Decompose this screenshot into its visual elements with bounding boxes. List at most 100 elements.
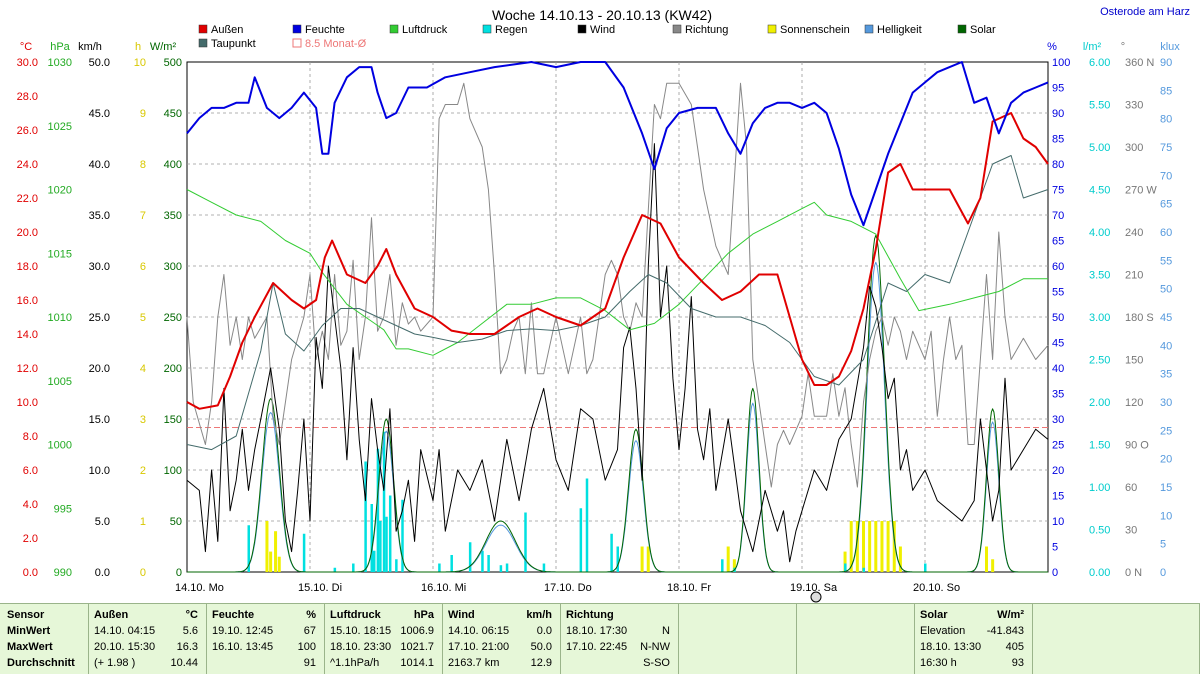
stats-col-feuchte: Feuchte% 19.10. 12:45 67 16.10. 13:45 100 91 <box>206 604 325 674</box>
rain-bar <box>542 563 546 572</box>
rain-bar <box>721 559 724 572</box>
tick-label-solar: 500 <box>164 57 182 69</box>
legend-label: Außen <box>211 24 243 36</box>
tick-label-temp: 4.0 <box>23 499 38 511</box>
axis-unit-pressure: hPa <box>50 41 70 53</box>
x-tick-label: 18.10. Fr <box>667 582 711 594</box>
legend-label: Taupunkt <box>211 38 256 50</box>
tick-label-rain: 5.50 <box>1089 100 1110 112</box>
rain-bar <box>302 533 306 572</box>
rain-bar <box>247 525 250 572</box>
rain-bar <box>524 512 527 572</box>
stats-time: 16.10. 13:45 <box>212 641 274 653</box>
tick-label-direction: 120 <box>1125 397 1143 409</box>
sunshine-bar <box>855 521 859 572</box>
stats-value: 1014.1 <box>400 657 434 669</box>
legend-label: Feuchte <box>305 24 345 36</box>
tick-label-temp: 20.0 <box>17 227 38 239</box>
stats-value: S-SO <box>643 657 670 669</box>
rain-bar <box>370 504 373 572</box>
sunshine-bar <box>646 546 650 572</box>
stats-header: Sensor <box>7 609 45 621</box>
tick-label-pressure: 1005 <box>48 376 72 388</box>
tick-label-sun_h: 7 <box>140 210 146 222</box>
tick-label-temp: 28.0 <box>17 91 38 103</box>
rain-bar <box>372 550 376 572</box>
sunshine-bar <box>265 521 269 572</box>
tick-label-lux: 5 <box>1160 539 1166 551</box>
tick-label-rain: 2.50 <box>1089 355 1110 367</box>
sunshine-bar <box>640 546 644 572</box>
stats-time: 17.10. 22:45 <box>566 641 628 653</box>
tick-label-lux: 15 <box>1160 482 1172 494</box>
stats-header: Außen <box>94 609 129 621</box>
tick-label-lux: 65 <box>1160 199 1172 211</box>
stats-time: 14.10. 04:15 <box>94 625 156 637</box>
rain-bar <box>333 567 337 572</box>
stats-col-aussen: Außen °C 14.10. 04:15 5.6 20.10. 15:30 16.3 (+… <box>88 604 207 674</box>
chart-title: Woche 14.10.13 - 20.10.13 (KW42) <box>492 7 712 23</box>
sunshine-bar <box>862 521 865 572</box>
tick-label-temp: 26.0 <box>17 125 38 137</box>
tick-label-pressure: 1015 <box>48 248 72 260</box>
rain-bar <box>924 563 927 572</box>
legend-label: Luftdruck <box>402 24 448 36</box>
rain-bar <box>450 555 453 572</box>
taupunkt-line <box>186 155 1049 451</box>
stats-value: 1006.9 <box>400 625 434 637</box>
stats-time: 17.10. 21:00 <box>448 641 510 653</box>
rain-bar <box>395 559 398 572</box>
tick-label-rain: 5.00 <box>1089 142 1110 154</box>
tick-label-solar: 450 <box>164 108 182 120</box>
legend-swatch <box>292 24 302 34</box>
tick-label-solar: 50 <box>170 516 182 528</box>
tick-label-humidity: 70 <box>1052 210 1064 222</box>
tick-label-wind: 0.0 <box>95 567 110 579</box>
rain-bar <box>862 567 865 572</box>
stats-value: N-NW <box>640 641 670 653</box>
tick-label-sun_h: 8 <box>140 159 146 171</box>
stats-value: N <box>662 625 670 637</box>
axis-unit-sun_h: h <box>135 41 141 53</box>
rain-bar <box>382 431 386 572</box>
stats-unit: °C <box>185 609 198 621</box>
axis-unit-humidity: % <box>1047 41 1057 53</box>
tick-label-wind: 50.0 <box>89 57 110 69</box>
scroll-marker-icon[interactable] <box>810 591 822 603</box>
sunshine-bar <box>277 556 281 572</box>
tick-label-sun_h: 1 <box>140 516 146 528</box>
stats-value: 67 <box>303 625 316 637</box>
x-tick-label: 16.10. Mi <box>421 582 466 594</box>
tick-label-humidity: 95 <box>1052 83 1064 95</box>
sunshine-bar <box>991 559 995 572</box>
tick-label-rain: 4.00 <box>1089 227 1110 239</box>
tick-label-humidity: 35 <box>1052 389 1064 401</box>
legend-label: Solar <box>970 24 996 36</box>
tick-label-sun_h: 0 <box>140 567 146 579</box>
tick-label-humidity: 80 <box>1052 159 1064 171</box>
tick-label-wind: 10.0 <box>89 465 110 477</box>
stats-time: 16:30 h <box>920 657 957 669</box>
tick-label-temp: 2.0 <box>23 533 38 545</box>
tick-label-wind: 45.0 <box>89 108 110 120</box>
tick-label-humidity: 65 <box>1052 236 1064 248</box>
tick-label-sun_h: 3 <box>140 414 146 426</box>
tick-label-humidity: 90 <box>1052 108 1064 120</box>
tick-label-direction: 150 <box>1125 355 1143 367</box>
stats-col-luftdruck: Luftdruck hPa 15.10. 18:15 1006.9 18.10. 23:… <box>324 604 443 674</box>
tick-label-lux: 0 <box>1160 567 1166 579</box>
stats-unit: km/h <box>526 609 552 621</box>
tick-label-direction: 30 <box>1125 525 1137 537</box>
stats-unit: hPa <box>413 609 434 621</box>
stats-time: (+ 1.98 ) <box>94 657 136 669</box>
tick-label-sun_h: 5 <box>140 312 146 324</box>
tick-label-humidity: 100 <box>1052 57 1070 69</box>
legend-swatch <box>864 24 874 34</box>
tick-label-rain: 4.50 <box>1089 185 1110 197</box>
axis-unit-rain: l/m² <box>1083 41 1102 53</box>
tick-label-lux: 85 <box>1160 85 1172 97</box>
tick-label-lux: 75 <box>1160 142 1172 154</box>
stats-header: Solar <box>920 609 948 621</box>
rain-bar <box>388 495 392 572</box>
tick-label-rain: 0.00 <box>1089 567 1110 579</box>
